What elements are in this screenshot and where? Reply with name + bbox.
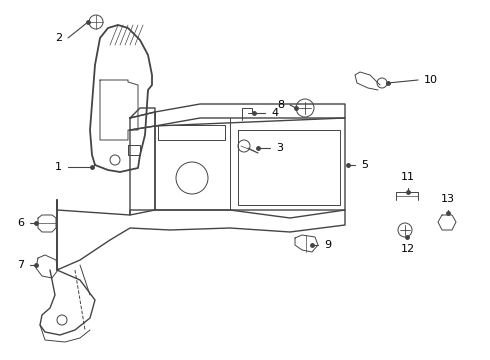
Text: 8: 8 — [277, 100, 284, 110]
Text: 11: 11 — [401, 172, 415, 182]
Text: 6: 6 — [17, 218, 24, 228]
Text: 13: 13 — [441, 194, 455, 204]
Text: 9: 9 — [324, 240, 331, 250]
Text: 1: 1 — [55, 162, 62, 172]
Text: 5: 5 — [361, 160, 368, 170]
Text: 10: 10 — [424, 75, 438, 85]
Text: 7: 7 — [17, 260, 24, 270]
Text: 4: 4 — [271, 108, 278, 118]
Text: 3: 3 — [276, 143, 283, 153]
Text: 2: 2 — [55, 33, 62, 43]
Text: 12: 12 — [401, 244, 415, 254]
